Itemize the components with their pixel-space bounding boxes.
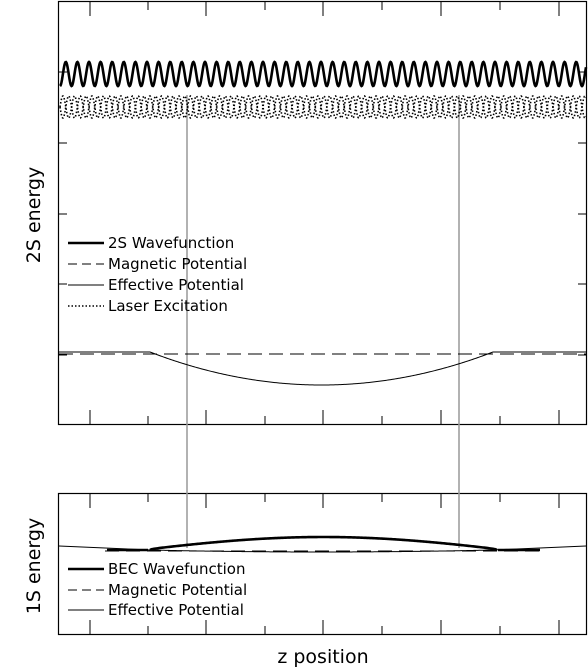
legend-label-bec-wavefunction: BEC Wavefunction [108,560,245,578]
bottom-effective-potential-curve [58,545,587,553]
top-effective-potential-curve [59,351,586,386]
laser-excitation-curve [59,94,587,120]
laser-excitation-curve-shifted [59,94,587,120]
bec-wavefunction-curve [149,535,498,552]
top-panel-frame [57,0,588,426]
2s-wavefunction-curve [59,60,588,88]
bottom-y-axis-label: 1S energy [23,518,45,614]
top-legend: 2S Wavefunction Magnetic Potential Effec… [68,234,247,315]
bottom-legend: BEC Wavefunction Magnetic Potential Effe… [68,560,247,619]
legend-label-2s-wavefunction: 2S Wavefunction [108,234,234,252]
legend-label-laser-excitation: Laser Excitation [108,297,228,315]
legend-label-bottom-effective-potential: Effective Potential [108,601,244,619]
bottom-panel-frame [57,492,588,636]
top-y-axis-label: 2S energy [23,167,45,263]
legend-label-bottom-magnetic-potential: Magnetic Potential [108,581,247,599]
legend-label-magnetic-potential: Magnetic Potential [108,255,247,273]
axis-ticks [59,2,586,634]
x-axis-label: z position [277,646,368,668]
legend-label-effective-potential: Effective Potential [108,276,244,294]
